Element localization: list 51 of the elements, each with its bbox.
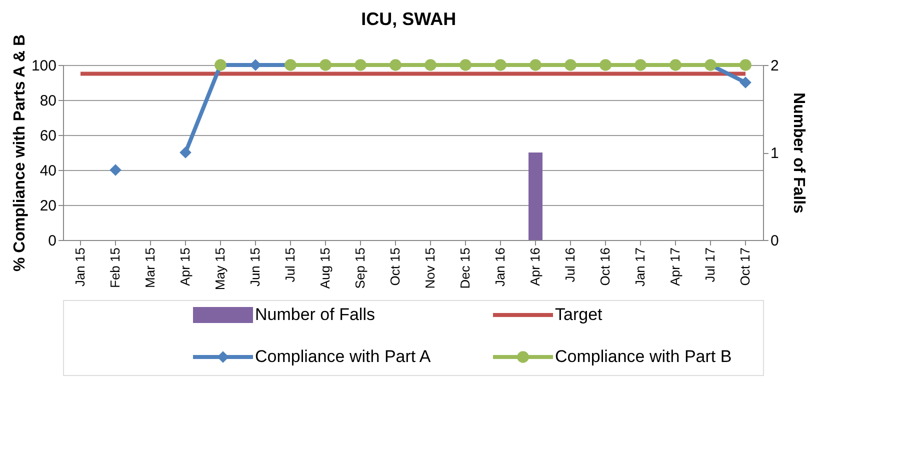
x-tick-label: Oct 15 (388, 248, 402, 286)
point (564, 59, 576, 71)
point (494, 59, 506, 71)
x-tick-label: Oct 17 (738, 248, 752, 286)
x-tick-label: Aug 15 (318, 248, 332, 289)
y-axis-title: % Compliance with Parts A & B (11, 34, 28, 272)
x-tick-label: Mar 15 (142, 248, 158, 288)
point (424, 59, 436, 71)
x-tick-label: Oct 16 (598, 248, 612, 286)
y2-tick-label: 0 (770, 232, 779, 250)
chart-title: ICU, SWAH (361, 8, 456, 29)
legend-label: Target (555, 305, 603, 324)
y-tick-label: 100 (31, 58, 56, 74)
point (740, 76, 752, 88)
point (110, 164, 122, 176)
y-tick-label: 80 (40, 92, 56, 110)
x-tick-label: Sep 15 (352, 248, 368, 289)
y2-tick-label: 1 (770, 145, 779, 162)
y2-axis-title: Number of Falls (790, 92, 807, 214)
x-tick-label: Jan 17 (632, 248, 648, 287)
point (320, 59, 332, 71)
y-tick-label: 20 (40, 198, 56, 214)
point (460, 59, 472, 71)
x-tick-label: Jul 16 (562, 248, 578, 282)
x-tick-label: Jul 15 (282, 248, 298, 282)
x-tick-label: Jan 16 (492, 248, 508, 287)
x-tick-label: Jul 17 (702, 248, 718, 282)
x-tick-label: Nov 15 (422, 248, 438, 289)
point (634, 59, 646, 71)
point (670, 59, 682, 71)
legend-label: Compliance with Part A (255, 347, 432, 366)
x-tick-label: Jan 15 (72, 248, 88, 287)
point (354, 59, 366, 71)
x-tick-label: Apr 15 (178, 248, 192, 286)
point (740, 59, 752, 71)
x-tick-label: Jun 15 (248, 248, 262, 287)
legend-label: Compliance with Part B (555, 347, 732, 366)
x-tick-label: May 15 (212, 248, 228, 290)
x-tick-label: Apr 16 (528, 248, 542, 286)
x-tick-label: Feb 15 (108, 248, 122, 288)
y-tick-label: 40 (40, 162, 56, 180)
legend-label: Number of Falls (255, 305, 375, 324)
point (390, 59, 402, 71)
point (530, 59, 542, 71)
x-tick-label: Apr 17 (668, 248, 682, 286)
x-tick-label: Dec 15 (458, 248, 472, 289)
y-tick-label: 0 (48, 232, 56, 250)
point (600, 59, 612, 71)
point (180, 146, 192, 158)
y-tick-label: 60 (40, 128, 56, 144)
y2-tick-label: 2 (770, 58, 779, 74)
